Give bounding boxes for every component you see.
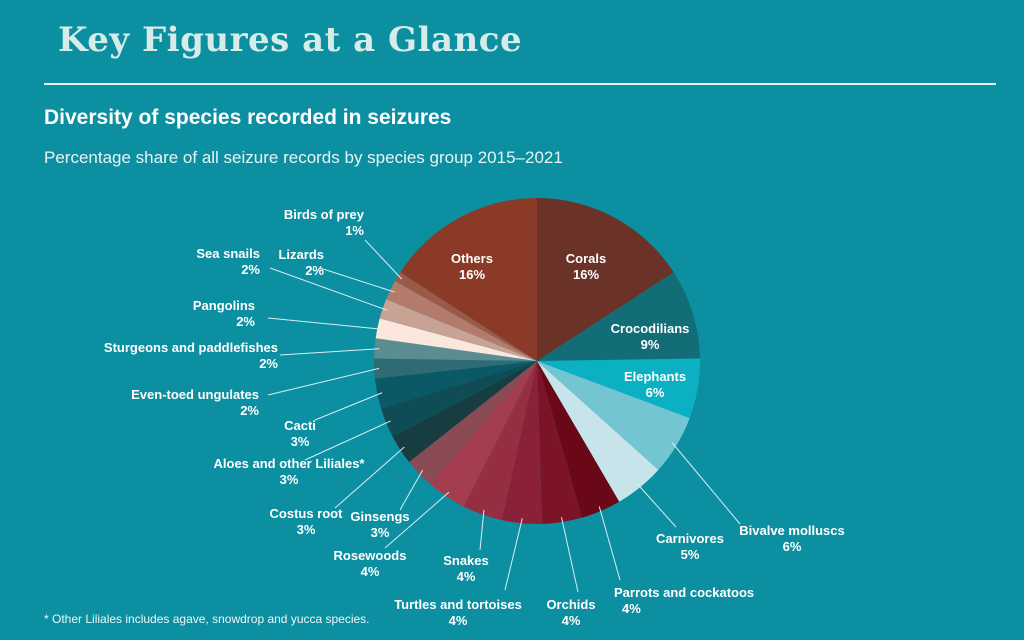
slice-value-bivalve-molluscs: 6% [783,539,802,554]
slice-label-costus-root: Costus root [270,506,344,521]
slice-label-corals: Corals [566,251,606,266]
slice-label-others: Others [451,251,493,266]
slice-value-turtles-and-tortoises: 4% [449,613,468,628]
leader-line-orchids [561,517,579,593]
leader-line-bivalve-molluscs [671,442,741,525]
slice-value-crocodilians: 9% [641,337,660,352]
banner-title: Key Figures at a Glance [58,20,523,60]
slice-label-turtles-and-tortoises: Turtles and tortoises [394,597,522,612]
slice-value-rosewoods: 4% [361,564,380,579]
slice-value-corals: 16% [573,267,599,282]
pie-slice-snakes [463,361,537,521]
slice-label-parrots-and-cockatoos: Parrots and cockatoos [614,585,754,600]
leader-line-lizards [319,267,395,293]
slice-label-aloes-and-other-liliales: Aloes and other Liliales* [214,456,366,471]
pie-slice-even-toed-ungulates [374,358,537,379]
slice-label-bivalve-molluscs: Bivalve molluscs [739,523,845,538]
slice-value-others: 16% [459,267,485,282]
slice-label-sea-snails: Sea snails [196,246,260,261]
slice-value-snakes: 4% [457,569,476,584]
slice-label-birds-of-prey: Birds of prey [284,207,365,222]
slice-value-sea-snails: 2% [241,262,260,277]
pie-slice-orchids [537,361,583,524]
chart-title: Diversity of species recorded in seizure… [44,106,452,129]
slice-value-elephants: 6% [646,385,665,400]
pie-slice-elephants [537,358,700,419]
footnote: * Other Liliales includes agave, snowdro… [44,612,370,626]
pie-slice-cacti [374,361,537,409]
chart-subtitle: Percentage share of all seizure records … [44,148,563,167]
title-divider [44,83,996,85]
slice-label-sturgeons-and-paddlefishes: Sturgeons and paddlefishes [104,340,278,355]
pie-slice-turtles-and-tortoises [501,361,543,524]
slice-value-sturgeons-and-paddlefishes: 2% [259,356,278,371]
leader-line-even-toed-ungulates [267,367,380,396]
slice-value-lizards: 2% [305,263,324,278]
pie-slice-lizards [386,280,537,361]
leader-line-cacti [314,392,383,421]
pie-slice-sea-snails [379,299,537,361]
slice-label-orchids: Orchids [546,597,595,612]
slice-label-even-toed-ungulates: Even-toed ungulates [131,387,259,402]
leader-line-aloes-and-other-liliales [304,420,391,461]
slice-label-crocodilians: Crocodilians [611,321,690,336]
slice-value-carnivores: 5% [681,547,700,562]
slice-value-costus-root: 3% [297,522,316,537]
pie-slice-costus-root [392,361,537,463]
slice-label-lizards: Lizards [278,247,324,262]
pie-slice-corals [537,198,674,361]
pie-slice-others [400,198,537,361]
slice-value-ginsengs: 3% [371,525,390,540]
pie-slice-bivalve-molluscs [537,361,690,470]
slice-value-even-toed-ungulates: 2% [240,403,259,418]
slice-value-pangolins: 2% [236,314,255,329]
pie-slice-ginsengs [409,361,537,485]
slice-label-rosewoods: Rosewoods [334,548,407,563]
leader-line-parrots-and-cockatoos [598,506,621,581]
leader-line-ginsengs [399,469,424,511]
leader-line-sea-snails [269,267,388,311]
leader-line-pangolins [267,317,383,330]
pie-slice-parrots-and-cockatoos [537,361,620,518]
pie-slice-sturgeons-and-paddlefishes [374,338,537,361]
slice-value-parrots-and-cockatoos: 4% [622,601,641,616]
pie-slice-carnivores [537,361,659,502]
pie-slice-aloes-and-other-liliales [381,361,537,437]
slice-label-pangolins: Pangolins [193,298,255,313]
slice-value-aloes-and-other-liliales: 3% [280,472,299,487]
leader-line-sturgeons-and-paddlefishes [279,348,380,356]
leader-line-costus-root [334,446,405,509]
slice-value-birds-of-prey: 1% [345,223,364,238]
slice-label-cacti: Cacti [284,418,316,433]
leader-line-carnivores [636,483,677,528]
leader-line-turtles-and-tortoises [504,518,523,591]
leader-line-birds-of-prey [364,239,403,280]
slice-value-orchids: 4% [562,613,581,628]
slice-label-elephants: Elephants [624,369,686,384]
slice-value-cacti: 3% [291,434,310,449]
pie-slice-rosewoods [430,361,537,507]
leader-line-rosewoods [384,491,450,549]
pie-slice-birds-of-prey [395,272,537,361]
pie-slice-crocodilians [537,272,700,361]
pie-slice-pangolins [375,318,537,361]
slice-label-carnivores: Carnivores [656,531,724,546]
slice-label-snakes: Snakes [443,553,489,568]
slice-label-ginsengs: Ginsengs [350,509,409,524]
leader-line-snakes [479,509,485,551]
